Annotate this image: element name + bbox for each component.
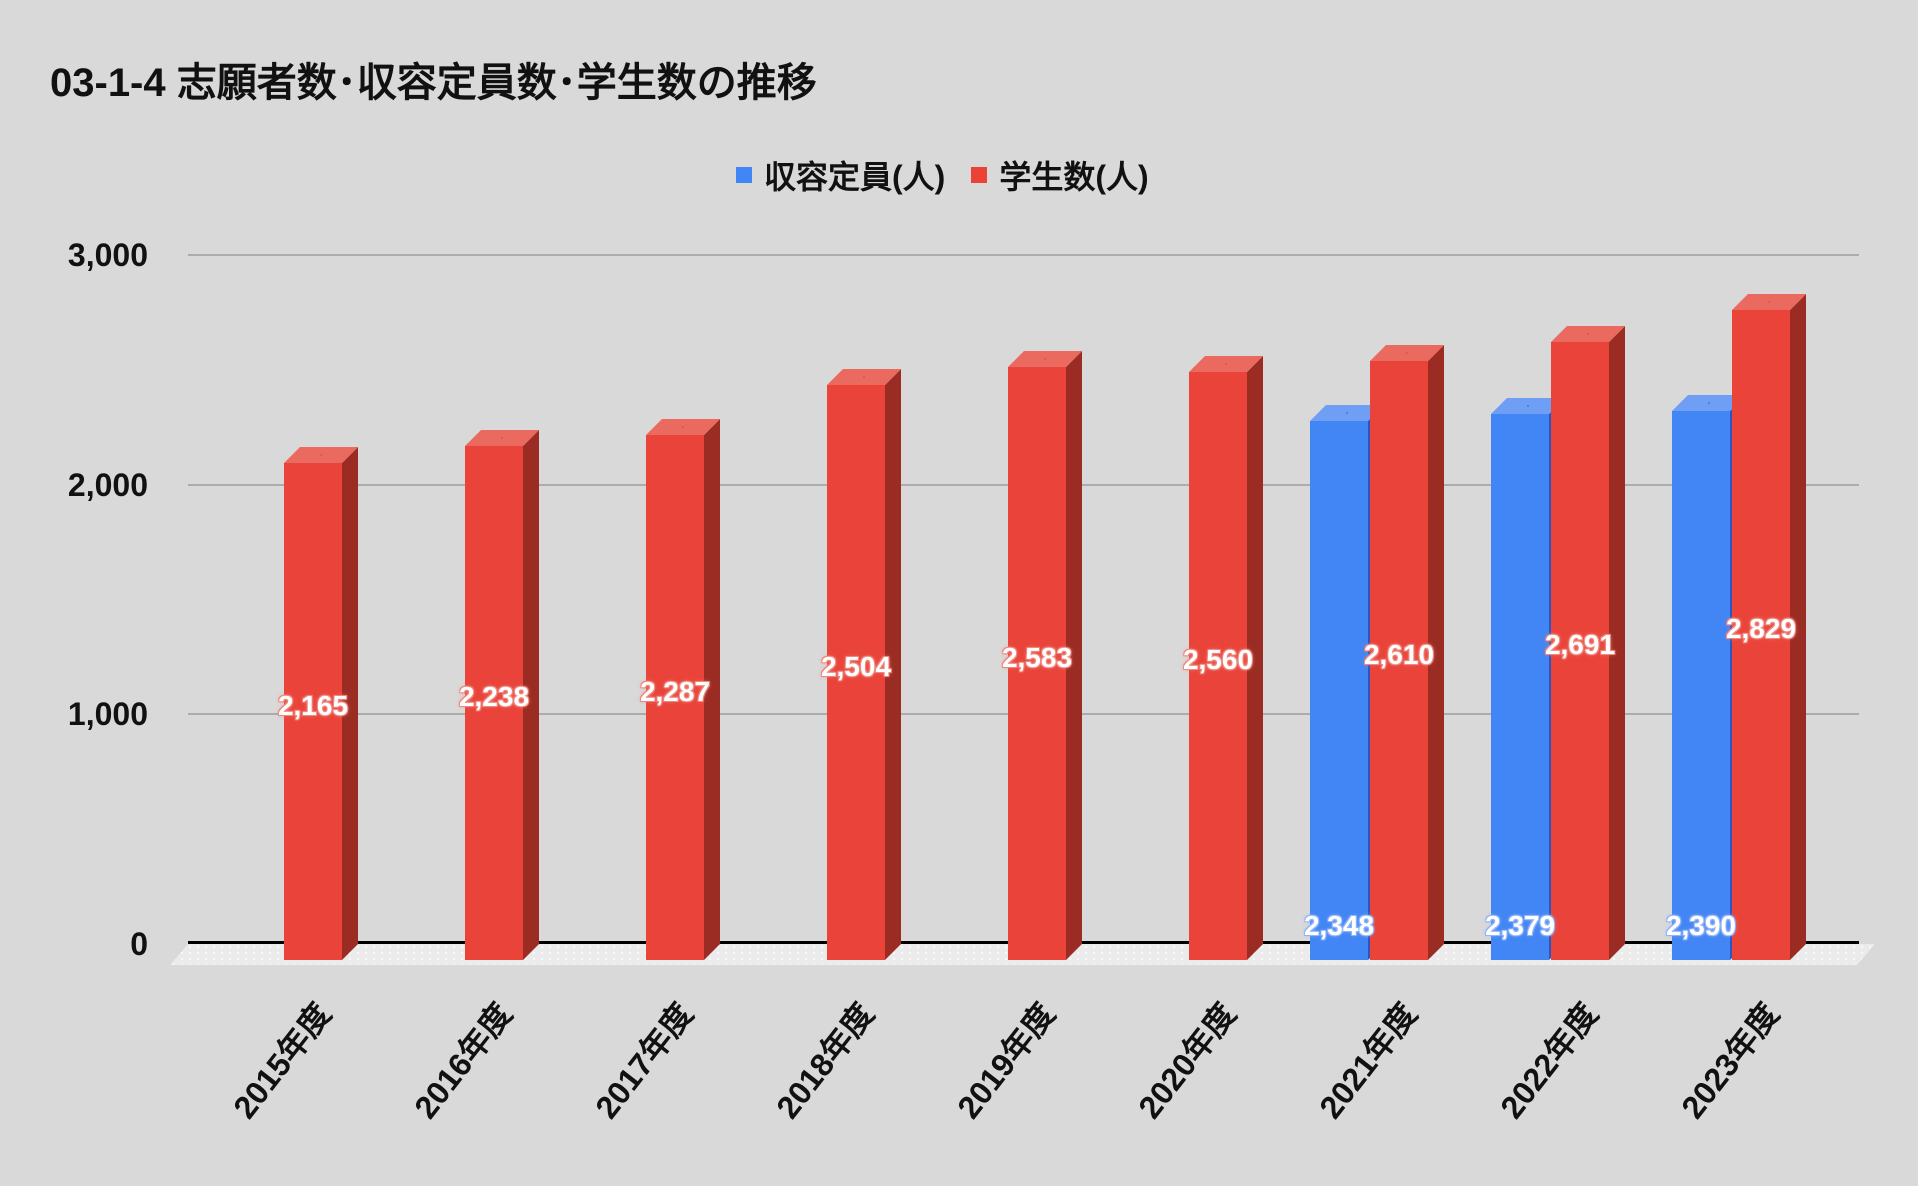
- bar-value-label-students-2016: 2,238: [458, 681, 530, 712]
- bar-capacity-2022[interactable]: [1491, 414, 1549, 960]
- legend-item-students[interactable]: 学生数(人): [971, 152, 1149, 198]
- legend-item-capacity[interactable]: 収容定員(人): [736, 152, 945, 198]
- bar-value-label-students-2015: 2,165: [277, 690, 349, 721]
- y-axis-label-3000: 3,000: [67, 237, 148, 273]
- bar-students-2022[interactable]: [1551, 342, 1609, 960]
- bar-students-2023[interactable]: [1732, 310, 1790, 960]
- bar-value-label-students-2018: 2,504: [820, 651, 892, 682]
- legend-label-capacity: 収容定員(人): [764, 159, 946, 195]
- bar-side-students-2019[interactable]: [1066, 351, 1082, 960]
- bar-side-students-2016[interactable]: [523, 430, 539, 960]
- gridline-3000: [188, 254, 1859, 256]
- bar-students-2020[interactable]: [1189, 372, 1247, 960]
- bar-students-2018[interactable]: [827, 385, 885, 960]
- bar-value-label-capacity-2023: 2,390: [1665, 910, 1737, 941]
- bar-top-students-2018[interactable]: [827, 369, 901, 385]
- bar-top-students-2016[interactable]: [465, 430, 539, 446]
- chart-title: 03-1-4 志願者数･収容定員数･学生数の推移: [50, 61, 817, 105]
- bar-top-capacity-2022[interactable]: [1491, 398, 1565, 414]
- bar-value-label-students-2019: 2,583: [1001, 642, 1073, 673]
- bar-side-students-2022[interactable]: [1609, 326, 1625, 960]
- bar-value-label-students-2017: 2,287: [639, 676, 711, 707]
- legend-swatch-students-icon: [971, 167, 988, 183]
- bar-students-2019[interactable]: [1008, 367, 1066, 960]
- bar-value-label-students-2023: 2,829: [1725, 613, 1797, 644]
- bar-side-students-2020[interactable]: [1247, 356, 1263, 960]
- bar-top-students-2019[interactable]: [1008, 351, 1082, 367]
- bar-side-students-2017[interactable]: [704, 419, 720, 960]
- bar-value-label-capacity-2021: 2,348: [1303, 910, 1375, 941]
- legend: 収容定員(人) 学生数(人): [736, 152, 1149, 198]
- bar-value-label-students-2022: 2,691: [1544, 629, 1616, 660]
- x-axis-label-2015: 2015年度: [225, 996, 338, 1126]
- legend-label-students: 学生数(人): [999, 159, 1149, 195]
- bar-capacity-2023[interactable]: [1672, 411, 1730, 960]
- bar-value-label-students-2020: 2,560: [1182, 644, 1254, 675]
- bar-top-students-2022[interactable]: [1551, 326, 1625, 342]
- bar-value-label-students-2021: 2,610: [1363, 639, 1435, 670]
- y-axis-label-2000: 2,000: [67, 466, 148, 503]
- bar-top-students-2023[interactable]: [1732, 294, 1806, 310]
- bar-value-label-capacity-2022: 2,379: [1484, 910, 1556, 941]
- bar-top-students-2015[interactable]: [284, 447, 358, 463]
- bar-students-2017[interactable]: [646, 435, 704, 960]
- y-axis-label-0: 0: [130, 926, 148, 962]
- bar-capacity-2021[interactable]: [1310, 421, 1368, 960]
- bar-side-students-2018[interactable]: [885, 369, 901, 960]
- bar-top-students-2020[interactable]: [1189, 356, 1263, 372]
- legend-swatch-capacity-icon: [736, 167, 752, 183]
- bar-side-students-2015[interactable]: [342, 447, 358, 960]
- bar-top-students-2017[interactable]: [646, 419, 720, 435]
- bar-students-2016[interactable]: [465, 446, 523, 960]
- y-axis-label-1000: 1,000: [67, 696, 148, 733]
- bar-students-2021[interactable]: [1370, 361, 1428, 960]
- bar-students-2015[interactable]: [284, 463, 342, 960]
- bar-top-students-2021[interactable]: [1370, 345, 1444, 361]
- bar-side-students-2021[interactable]: [1428, 345, 1444, 960]
- bar-side-students-2023[interactable]: [1790, 294, 1806, 960]
- bar-top-capacity-2021[interactable]: [1310, 405, 1384, 421]
- bar-top-capacity-2023[interactable]: [1672, 395, 1746, 411]
